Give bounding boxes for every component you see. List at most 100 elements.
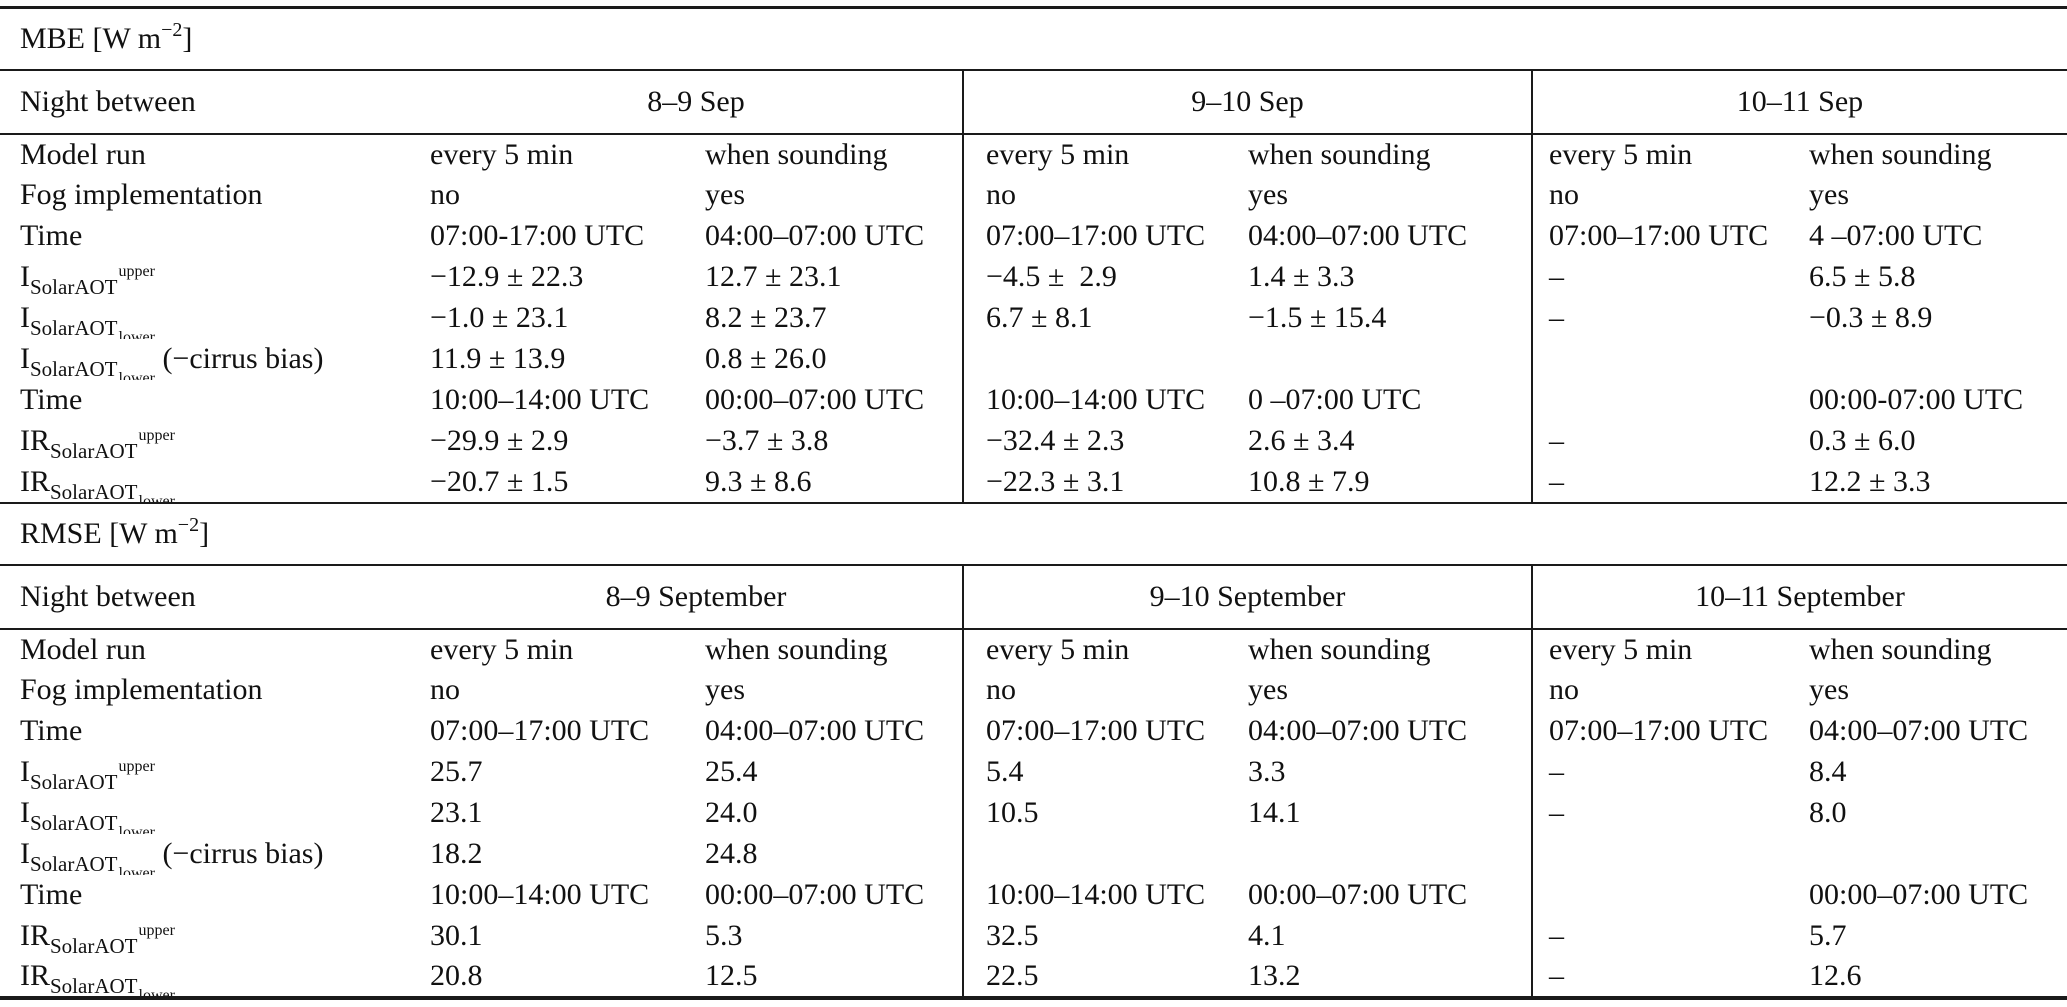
formula-subscript: SolarAOT xyxy=(50,974,138,998)
table-cell: – xyxy=(1549,424,1564,457)
table-cell: 2.6 ± 3.4 xyxy=(1248,420,1533,462)
rmse-night-header-row: Night between 8–9 September 9–10 Septemb… xyxy=(0,564,2067,630)
night-header-9-10-september: 9–10 September xyxy=(963,564,1533,630)
table-cell: every 5 min xyxy=(986,137,1130,171)
table-cell: no xyxy=(986,178,1016,211)
table-row: ISolarAOTupper 25.7 25.4 5.4 3.3– 8.4 xyxy=(0,751,2067,793)
formula-subscript: SolarAOT xyxy=(30,852,118,875)
table-cell: 8.2 ± 23.7 xyxy=(705,297,964,339)
table-cell: 10:00–14:00 UTC xyxy=(430,383,650,416)
night-header-8-9-september: 8–9 September xyxy=(430,564,964,630)
formula-sub-subscript: lower xyxy=(118,370,155,380)
table-row: ISolarAOTlower 23.1 24.0 10.5 14.1– 8.0 xyxy=(0,792,2067,834)
table-row: IRSolarAOTlower −20.7 ± 1.5 9.3 ± 8.6 −22.3… xyxy=(0,461,2067,503)
formula-subscript: SolarAOT xyxy=(50,439,138,462)
formula-suffix: (−cirrus bias) xyxy=(154,342,324,375)
table-cell: every 5 min xyxy=(430,137,574,171)
table-cell: 25.4 xyxy=(705,751,964,793)
table-cell: 8.4 xyxy=(1809,755,1847,788)
table-cell: 23.1 xyxy=(430,796,483,829)
table-cell: 07:00–17:00 UTC xyxy=(430,714,650,747)
table-cell: 00:00–07:00 UTC xyxy=(1809,878,2029,911)
table-cell: no xyxy=(1549,178,1579,211)
table-cell: 07:00–17:00 UTC xyxy=(986,219,1206,252)
row-label: Fog implementation xyxy=(20,673,263,706)
table-cell xyxy=(1532,875,1809,916)
table-cell: 8.0 xyxy=(1809,796,1847,829)
table-cell: 18.2 xyxy=(430,837,483,870)
night-header-9-10-sep: 9–10 Sep xyxy=(963,69,1533,135)
table-cell: 32.5 xyxy=(986,919,1039,952)
table-cell: 10:00–14:00 UTC xyxy=(986,878,1206,911)
mbe-night-header-row: Night between 8–9 Sep 9–10 Sep 10–11 Sep xyxy=(0,69,2067,135)
row-label: Time xyxy=(20,383,83,416)
table-cell: −32.4 ± 2.3 xyxy=(986,424,1125,457)
table-row: ISolarAOTlower (−cirrus bias) 18.2 24.8 xyxy=(0,833,2067,875)
table-row: ISolarAOTlower (−cirrus bias) 11.9 ± 13.9… xyxy=(0,338,2067,380)
section-title-mbe: MBE [W m−2] xyxy=(0,7,2067,71)
table-cell: 0.8 ± 26.0 xyxy=(705,338,964,380)
table-cell: – xyxy=(1549,919,1564,952)
table-cell: 10:00–14:00 UTC xyxy=(430,878,650,911)
table-cell: 12.5 xyxy=(705,956,964,998)
table-row: ISolarAOTupper −12.9 ± 22.3 12.7 ± 23.1 −4.… xyxy=(0,256,2067,298)
table-cell: 22.5 xyxy=(986,959,1039,992)
table-cell: yes xyxy=(1248,174,1533,216)
rmse-header-block: RMSE [W m−2] Night between 8–9 September… xyxy=(0,502,2067,630)
night-header-8-9-sep: 8–9 Sep xyxy=(430,69,964,135)
row-label: ISolarAOTlower (−cirrus bias) xyxy=(0,339,430,380)
night-between-label: Night between xyxy=(0,564,430,630)
table-cell: 04:00–07:00 UTC xyxy=(1248,710,1533,752)
rmse-body: Model run every 5 min when sounding every 5… xyxy=(0,628,2067,998)
row-label: IRSolarAOTupper xyxy=(20,424,175,462)
row-label: ISolarAOTlower xyxy=(0,298,430,339)
table-cell: 9.3 ± 8.6 xyxy=(705,461,964,503)
table-cell xyxy=(1248,833,1533,875)
table-cell: 0.3 ± 6.0 xyxy=(1809,424,1916,457)
table-cell: yes xyxy=(705,669,964,711)
table-cell: 00:00–07:00 UTC xyxy=(1248,874,1533,916)
table-cell: 5.7 xyxy=(1809,919,1847,952)
table-cell: −12.9 ± 22.3 xyxy=(430,260,584,293)
row-label: IRSolarAOTlower xyxy=(0,462,430,503)
row-label: ISolarAOTlower (−cirrus bias) xyxy=(0,834,430,875)
formula-suffix: (−cirrus bias) xyxy=(154,837,324,870)
results-table: MBE [W m−2] Night between 8–9 Sep 9–10 S… xyxy=(0,6,2067,1000)
table-row: Time 10:00–14:00 UTC 00:00–07:00 UTC 10:00–… xyxy=(0,379,2067,421)
table-cell: 04:00–07:00 UTC xyxy=(705,710,964,752)
section-title-text: MBE [W m xyxy=(20,21,162,55)
table-row: IRSolarAOTlower 20.8 12.5 22.5 13.2– 12.6 xyxy=(0,956,2067,998)
table-cell: no xyxy=(1549,673,1579,706)
table-cell: 10.5 xyxy=(986,796,1039,829)
table-cell: 00:00–07:00 UTC xyxy=(705,379,964,421)
formula-subscript: SolarAOT xyxy=(30,275,118,298)
table-cell: −1.5 ± 15.4 xyxy=(1248,297,1533,339)
table-cell: −29.9 ± 2.9 xyxy=(430,424,569,457)
table-cell: 04:00–07:00 UTC xyxy=(1248,215,1533,257)
night-between-label: Night between xyxy=(0,69,430,135)
table-cell: 3.3 xyxy=(1248,751,1533,793)
formula-sub-subscript: lower xyxy=(118,865,155,875)
unit-exponent: −2 xyxy=(177,513,200,536)
table-cell: no xyxy=(430,178,460,211)
table-cell: 24.0 xyxy=(705,792,964,834)
unit-close-bracket: ] xyxy=(182,21,193,55)
formula-subscript: SolarAOT xyxy=(30,770,118,793)
table-row: IRSolarAOTupper 30.1 5.3 32.5 4.1– 5.7 xyxy=(0,915,2067,957)
table-cell: 13.2 xyxy=(1248,956,1533,998)
table-cell: 07:00-17:00 UTC xyxy=(430,219,645,252)
formula-superscript: upper xyxy=(118,758,155,775)
table-cell: when sounding xyxy=(1248,133,1533,175)
formula-superscript: upper xyxy=(118,263,155,280)
row-label: ISolarAOTupper xyxy=(20,755,155,793)
row-label: ISolarAOTupper xyxy=(20,260,155,298)
table-cell: 25.7 xyxy=(430,755,483,788)
table-cell: when sounding xyxy=(1248,628,1533,670)
formula-subscript: SolarAOT xyxy=(30,811,118,834)
table-cell: −1.0 ± 23.1 xyxy=(430,301,569,334)
table-cell xyxy=(1248,338,1533,380)
table-cell: no xyxy=(430,673,460,706)
table-row: Model run every 5 min when sounding every 5… xyxy=(0,133,2067,175)
row-label: Time xyxy=(20,714,83,747)
